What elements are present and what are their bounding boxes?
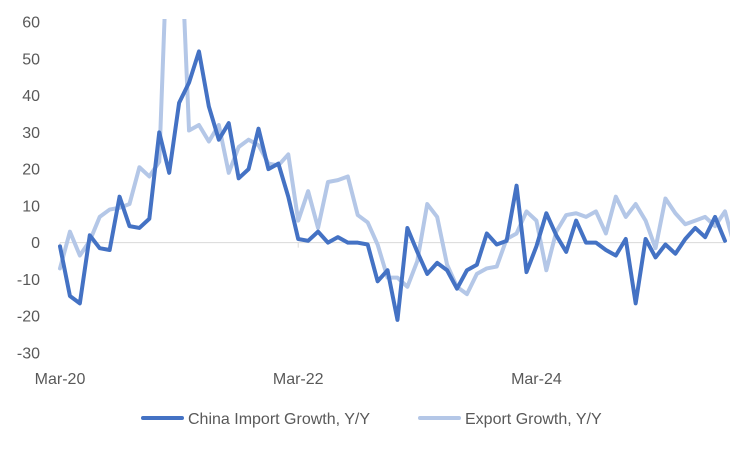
y-tick-label: 20 xyxy=(22,162,40,179)
series-line-china-import-growth xyxy=(58,49,727,322)
series-line-export-growth xyxy=(58,19,730,297)
series-group xyxy=(58,19,730,322)
legend-label: Export Growth, Y/Y xyxy=(465,411,602,428)
legend: China Import Growth, Y/Y Export Growth, Y… xyxy=(141,411,602,428)
y-tick-label: -30 xyxy=(17,346,40,363)
y-tick-label: 0 xyxy=(31,235,40,252)
x-tick-label: Mar-22 xyxy=(273,371,324,388)
x-axis-ticks: Mar-20 Mar-22 Mar-24 xyxy=(35,242,562,388)
y-tick-label: 40 xyxy=(22,88,40,105)
x-tick-label: Mar-20 xyxy=(35,371,86,388)
y-axis-ticks: -30 -20 -10 0 10 20 30 40 50 60 xyxy=(17,15,40,363)
y-tick-label: -20 xyxy=(17,309,40,326)
y-tick-label: 60 xyxy=(22,15,40,32)
y-tick-label: 50 xyxy=(22,51,40,68)
x-tick-label: Mar-24 xyxy=(511,371,562,388)
y-tick-label: 30 xyxy=(22,125,40,142)
legend-label: China Import Growth, Y/Y xyxy=(188,411,370,428)
y-tick-label: -10 xyxy=(17,272,40,289)
y-tick-label: 10 xyxy=(22,198,40,215)
